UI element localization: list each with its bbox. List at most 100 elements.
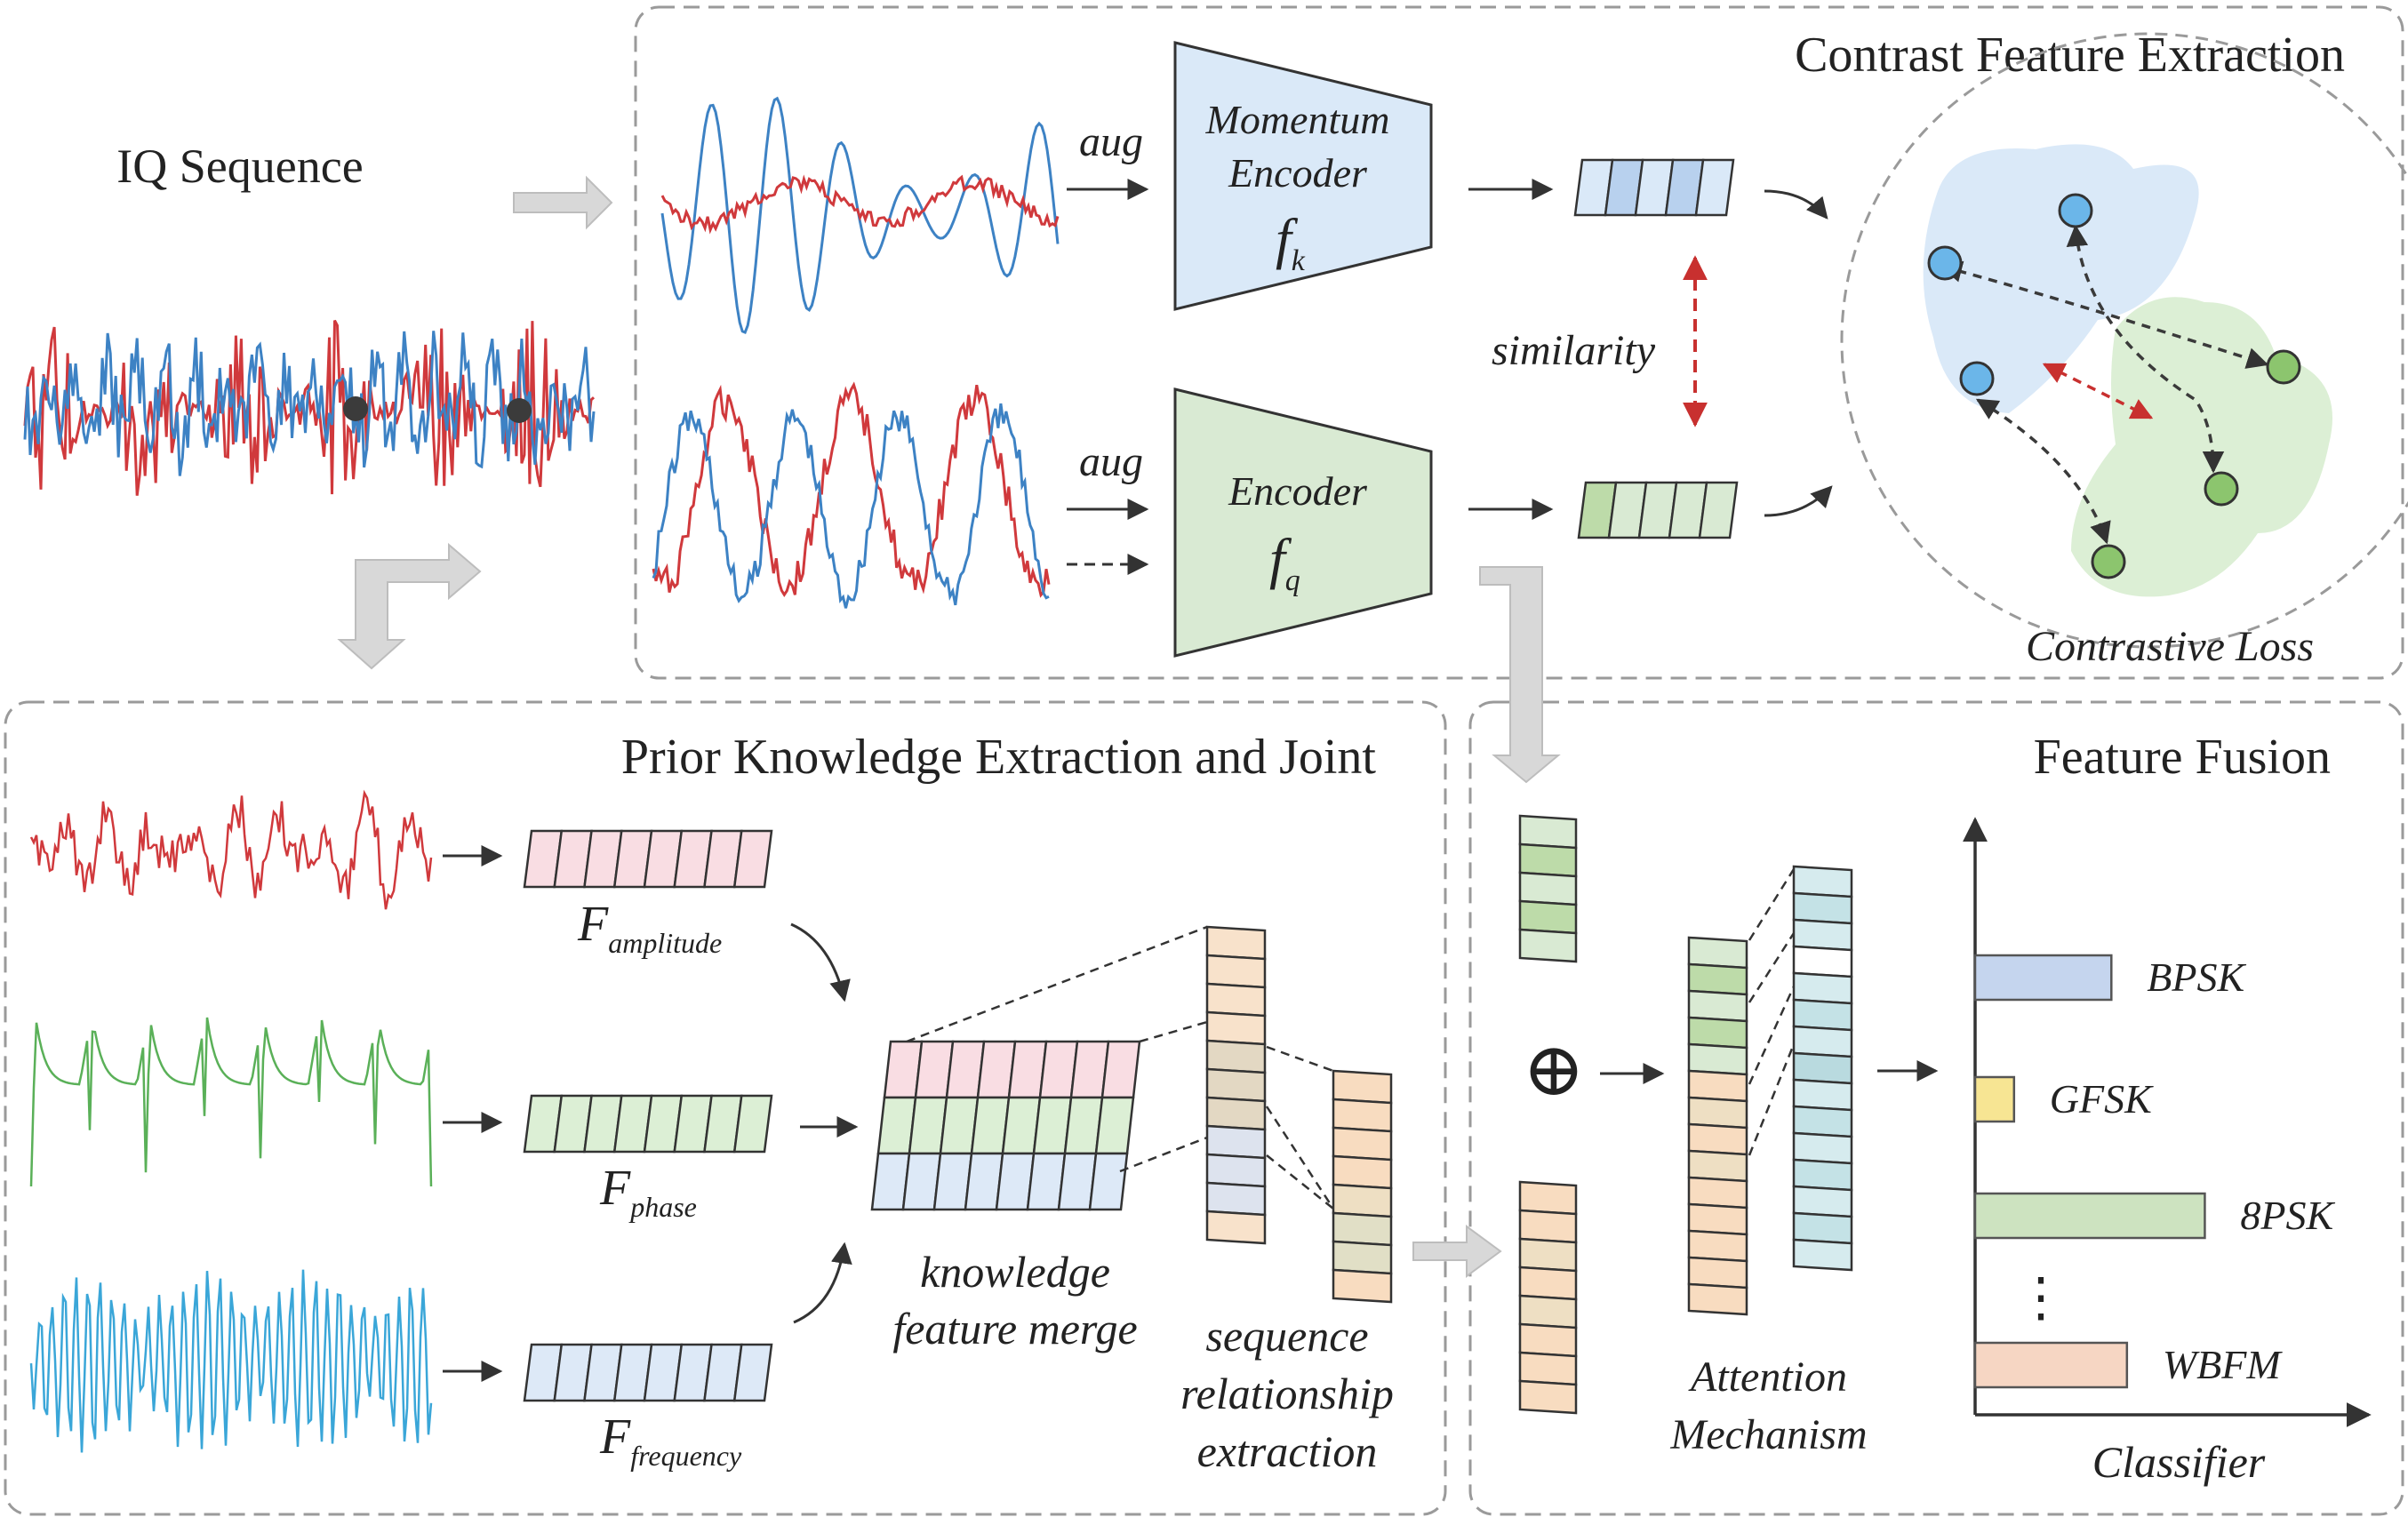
vector-cell xyxy=(1518,1237,1578,1273)
aug-signal-top-red xyxy=(660,174,1060,235)
vector-cell xyxy=(1792,998,1853,1032)
merge-cell xyxy=(1094,1096,1135,1155)
vector-cell xyxy=(1518,1379,1578,1415)
iq-signal-group xyxy=(23,319,596,496)
vector-cell xyxy=(1332,1211,1393,1247)
classifier-bar-label: GFSK xyxy=(2050,1076,2154,1122)
aug-label-top: aug xyxy=(1079,118,1143,165)
momentum-encoder-label-line1: Momentum xyxy=(1205,97,1390,142)
prior-feature-column xyxy=(1518,1180,1578,1415)
classifier-bar xyxy=(1973,1341,2129,1389)
sequence-vector-a xyxy=(1205,925,1267,1245)
prior-section-box xyxy=(4,700,1447,1516)
vector-cell xyxy=(1687,1016,1748,1050)
frequency-feature-vector xyxy=(523,1343,773,1402)
contrast-feature-column xyxy=(1518,814,1578,963)
amplitude-to-merge-arrow xyxy=(790,922,851,1002)
vector-cell xyxy=(1792,1051,1853,1085)
vector-cell xyxy=(1205,1181,1267,1217)
vector-cell xyxy=(1792,1238,1853,1272)
vector-cell xyxy=(1205,1153,1267,1188)
vector-cell xyxy=(1792,1211,1853,1245)
vector-cell xyxy=(1518,1180,1578,1216)
vector-cell xyxy=(1687,1229,1748,1263)
encoder-block xyxy=(1173,387,1433,658)
vector-cell xyxy=(1332,1154,1393,1190)
vector-cell xyxy=(1792,1131,1853,1165)
attention-feature-column xyxy=(1792,865,1853,1272)
phase-feature-vector xyxy=(523,1094,773,1154)
vector-cell xyxy=(1792,971,1853,1005)
blue-point xyxy=(1927,245,1963,281)
classifier-bar-label: 8PSK xyxy=(2240,1193,2335,1238)
merge-cell xyxy=(1088,1152,1129,1211)
contrastive-points xyxy=(1927,193,2301,579)
amplitude-signal xyxy=(29,789,433,910)
feature-cell xyxy=(1694,158,1735,217)
vector-cell xyxy=(1792,891,1853,925)
query-feature-vector xyxy=(1577,481,1739,539)
vector-cell xyxy=(1792,945,1853,978)
green-point xyxy=(2204,471,2239,507)
vector-cell xyxy=(1687,1122,1748,1156)
momentum-encoder-block xyxy=(1173,41,1433,311)
vector-cell xyxy=(1205,1210,1267,1245)
amplitude-feature-vector xyxy=(523,829,773,889)
vector-cell xyxy=(1205,982,1267,1018)
vector-cell xyxy=(1687,989,1748,1023)
vector-cell xyxy=(1518,842,1578,878)
concat-plus-symbol: ⊕ xyxy=(1523,1029,1585,1112)
green-point xyxy=(2266,349,2301,385)
query-to-loss-arrow xyxy=(1764,485,1833,517)
merge-label-line2: feature merge xyxy=(892,1304,1137,1353)
vector-cell xyxy=(1205,954,1267,989)
vector-cell xyxy=(1687,1202,1748,1236)
contrastive-loss-circle xyxy=(1840,32,2408,649)
contrast-section-title: Contrast Feature Extraction xyxy=(1795,28,2345,83)
classifier-bar xyxy=(1973,1192,2206,1240)
sequence-projection-lines xyxy=(1265,1045,1335,1210)
vector-cell xyxy=(1332,1098,1393,1133)
vector-cell xyxy=(1205,1096,1267,1131)
prior-section-title: Prior Knowledge Extraction and Joint xyxy=(621,730,1377,785)
vector-cell xyxy=(1687,1256,1748,1289)
vector-cell xyxy=(1332,1126,1393,1162)
sequence-label-line1: sequence xyxy=(1205,1311,1368,1361)
sequence-vector-b xyxy=(1332,1069,1393,1304)
phase-feature-label: Fphase xyxy=(599,1161,697,1223)
amplitude-feature-label: Famplitude xyxy=(577,897,722,959)
feature-cell xyxy=(732,1094,773,1154)
merge-label-line1: knowledge xyxy=(920,1247,1110,1297)
aug-label-bottom: aug xyxy=(1079,438,1143,485)
blue-point xyxy=(1959,361,1995,396)
key-to-loss-arrow xyxy=(1764,189,1828,220)
vector-cell xyxy=(1792,918,1853,952)
classifier-ellipsis: ⋮ xyxy=(2014,1268,2068,1327)
vector-cell xyxy=(1687,1096,1748,1130)
concat-feature-column xyxy=(1687,936,1748,1316)
vector-cell xyxy=(1205,1039,1267,1074)
sequence-label-line2: relationship xyxy=(1180,1369,1394,1418)
classifier-bar xyxy=(1973,1075,2016,1123)
attention-projection-lines xyxy=(1748,868,1796,1156)
green-point xyxy=(2091,544,2126,579)
classifier-bar-label: BPSK xyxy=(2147,954,2246,1000)
contrast-section-box xyxy=(634,5,2404,680)
classifier-label: Classifier xyxy=(2092,1437,2266,1487)
vector-cell xyxy=(1518,899,1578,935)
phase-signal xyxy=(29,1017,433,1187)
vector-cell xyxy=(1792,1185,1853,1218)
gray-arrow-encoder-to-fusion xyxy=(1479,566,1561,784)
vector-cell xyxy=(1205,925,1267,961)
key-feature-vector xyxy=(1573,158,1735,217)
vector-cell xyxy=(1518,1294,1578,1329)
fusion-section-title: Feature Fusion xyxy=(2034,730,2331,785)
vector-cell xyxy=(1332,1183,1393,1218)
momentum-encoder-label-line2: Encoder xyxy=(1228,150,1368,196)
iq-blue-signal xyxy=(23,331,596,476)
merge-projection-lines xyxy=(906,925,1208,1173)
frequency-feature-label: Ffrequency xyxy=(599,1409,742,1472)
similarity-label: similarity xyxy=(1492,327,1656,374)
